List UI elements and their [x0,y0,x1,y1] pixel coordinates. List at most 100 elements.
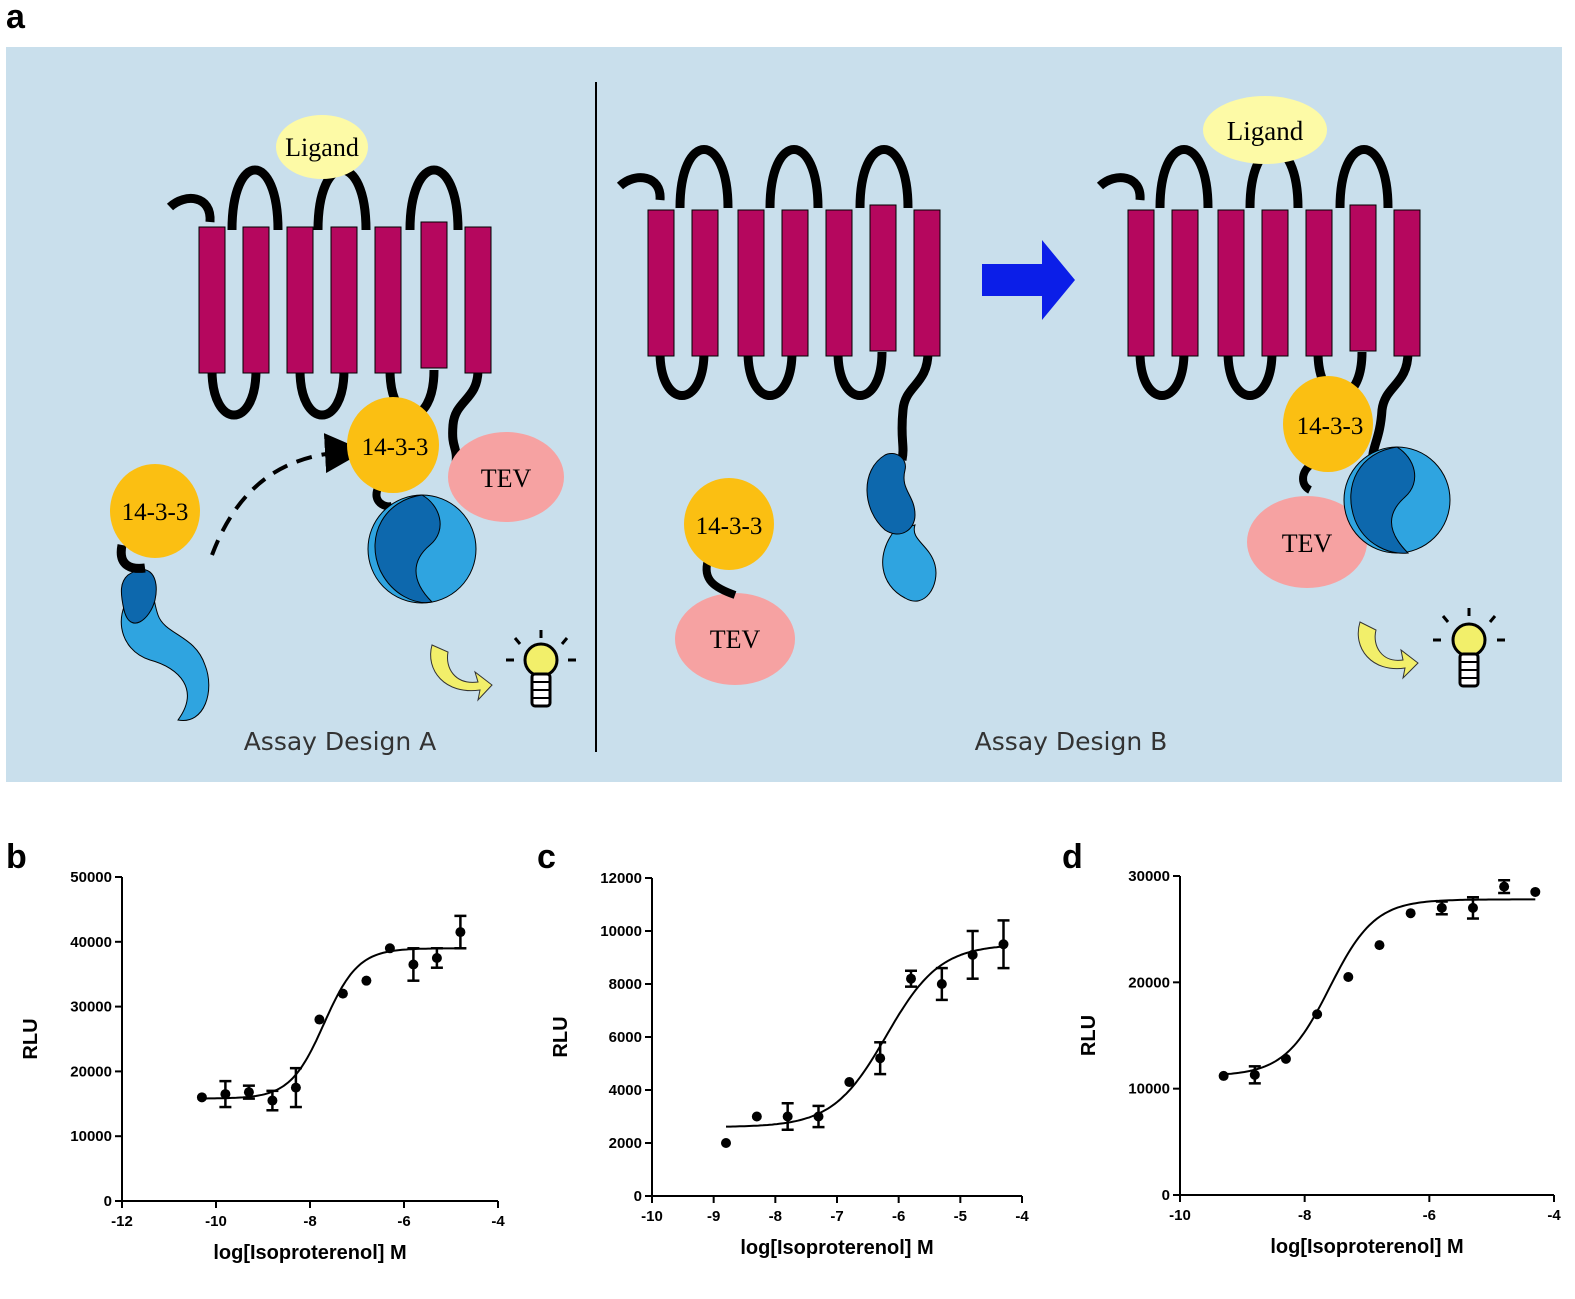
y-tick-label: 4000 [609,1082,642,1099]
schematic-panel: Ligand 14-3-3 TEV 14-3-3 [6,47,1562,782]
data-point [1312,1009,1323,1020]
y-tick-label: 30000 [70,999,112,1016]
y-tick-label: 40000 [70,934,112,951]
y-axis-label: RLU [550,1016,572,1057]
activation-arrow [982,240,1075,320]
receptor-design-a [166,165,492,466]
protein-14-3-3-free-a [110,464,200,558]
x-tick-label: -4 [1547,1207,1561,1224]
panel-letter-c: c [537,838,556,876]
design-a-caption: Assay Design A [244,727,437,756]
data-point [998,939,1009,950]
data-point [1405,908,1416,919]
data-point [1436,902,1447,913]
x-tick-label: -10 [205,1213,227,1230]
data-point [220,1089,231,1100]
panel-letter-d: d [1062,838,1083,876]
tev-bound-a-label: TEV [481,464,532,493]
data-point [721,1138,731,1148]
x-tick-label: -4 [1015,1208,1029,1225]
y-axis-label: RLU [20,1018,42,1059]
y-tick-label: 12000 [600,870,642,887]
protein-14-3-3-bound-a [347,397,439,493]
chart-b: 0 10000 20000 30000 40000 50000 -12 -10 -8 -6 -4 lo… [20,869,505,1264]
design-b-caption: Assay Design B [975,727,1168,756]
receptor-design-b-before [616,145,941,461]
data-point [337,988,348,999]
x-axis-label: log[Isoproterenol] M [1270,1236,1463,1258]
y-tick-label: 10000 [1128,1081,1170,1098]
data-point [1467,902,1478,913]
y-axis-label: RLU [1078,1015,1100,1056]
data-point [361,975,372,986]
tev-bound-a [448,432,564,522]
x-tick-label: -8 [303,1213,316,1230]
data-point [384,943,395,954]
x-tick-label: -12 [111,1213,133,1230]
x-tick-label: -6 [1423,1207,1436,1224]
x-tick-label: -5 [954,1208,967,1225]
y-tick-label: 8000 [609,976,642,993]
luciferase-complemented-a [367,494,477,604]
ligand-b [1203,96,1327,164]
split-luciferase-free-a [116,544,210,721]
data-point [782,1111,793,1122]
data-point [314,1014,325,1025]
data-point [431,953,442,963]
light-signal-b [1357,608,1505,688]
protein-14-3-3-bound-b-label: 14-3-3 [1297,413,1364,440]
x-tick-label: -6 [397,1213,410,1230]
panel-letter-a: a [6,0,26,36]
x-tick-label: -10 [1169,1207,1191,1224]
x-tick-label: -6 [892,1208,905,1225]
data-point [267,1095,278,1106]
light-signal-a [430,630,576,708]
data-point [967,949,978,960]
dashed-translocation-arrow [210,433,365,556]
fit-curve [726,945,1004,1128]
data-point [936,979,947,989]
data-point [1249,1069,1260,1080]
y-tick-label: 0 [634,1188,642,1205]
y-tick-label: 0 [1162,1187,1170,1204]
data-point [243,1087,254,1098]
data-point [1499,881,1510,892]
y-tick-label: 2000 [609,1135,642,1152]
x-axis-label: log[Isoproterenol] M [740,1237,933,1259]
tev-free-b-label: TEV [710,625,761,654]
y-tick-label: 20000 [70,1063,112,1080]
y-tick-label: 0 [104,1193,112,1210]
x-tick-label: -8 [1298,1207,1311,1224]
data-point [906,973,916,984]
data-point [751,1111,762,1122]
x-tick-label: -8 [769,1208,782,1225]
receptor-design-b-after [1096,145,1421,466]
x-tick-label: -9 [707,1208,720,1225]
tev-free-b [675,593,795,685]
y-tick-label: 10000 [600,923,642,940]
data-point [1374,940,1385,951]
data-point [875,1053,886,1064]
data-point [196,1092,207,1103]
y-tick-label: 6000 [609,1029,642,1046]
chart-d: 0 10000 20000 30000 -10 -8 -6 -4 log[Isoproteren… [1078,868,1561,1258]
ligand-b-label: Ligand [1227,116,1304,146]
y-tick-label: 30000 [1128,868,1170,885]
tev-bound-b-label: TEV [1282,529,1333,558]
protein-14-3-3-free-b [684,478,774,570]
fit-curve [1223,898,1536,1076]
data-point [1530,886,1541,897]
luciferase-complemented-b [1343,446,1451,554]
y-tick-label: 10000 [70,1128,112,1145]
x-tick-label: -4 [491,1213,505,1230]
x-tick-label: -7 [830,1208,843,1225]
x-axis-label: log[Isoproterenol] M [213,1242,406,1264]
y-tick-label: 50000 [70,869,112,886]
tev-bound-b [1247,496,1367,588]
y-tick-label: 20000 [1128,974,1170,991]
protein-14-3-3-bound-a-label: 14-3-3 [362,434,429,461]
data-point [408,959,419,970]
data-point [455,927,466,938]
data-point [1218,1070,1229,1081]
data-point [290,1082,301,1093]
